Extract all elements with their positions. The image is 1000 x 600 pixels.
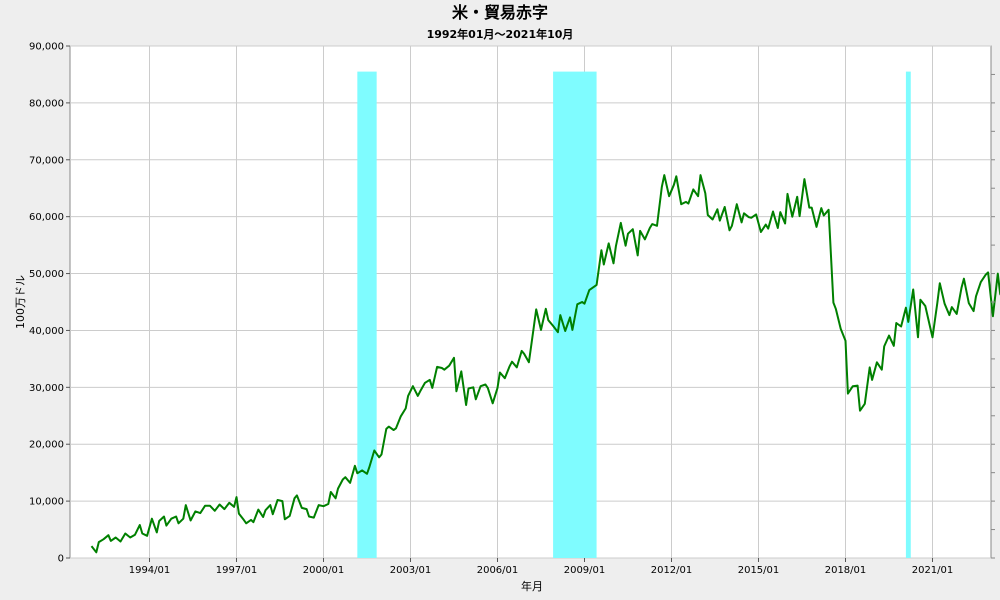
y-tick-label: 70,000 <box>29 155 64 166</box>
y-tick-label: 0 <box>58 554 64 565</box>
series-line-group <box>90 174 1000 554</box>
plot-area <box>69 45 992 559</box>
x-tick-label: 2012/01 <box>651 565 693 576</box>
y-tick-label: 30,000 <box>29 383 64 394</box>
x-tick-label: 2021/01 <box>912 565 954 576</box>
x-tick-label: 2006/01 <box>477 565 519 576</box>
y-tick-label: 10,000 <box>29 497 64 508</box>
x-tick-label: 1997/01 <box>216 565 258 576</box>
recession-band <box>905 71 911 558</box>
series-line <box>90 174 1000 554</box>
y-tick-label: 90,000 <box>29 42 64 53</box>
x-tick-label: 2009/01 <box>564 565 606 576</box>
y-tick-label: 40,000 <box>29 326 64 337</box>
chart-title: 米・貿易赤字 <box>452 3 548 22</box>
x-tick-label: 2003/01 <box>390 565 432 576</box>
y-tick-label: 80,000 <box>29 98 64 109</box>
y-tick-label: 20,000 <box>29 440 64 451</box>
x-tick-label: 2015/01 <box>738 565 780 576</box>
y-tick-label: 60,000 <box>29 212 64 223</box>
x-tick-label: 2018/01 <box>825 565 867 576</box>
y-axis-ticks: 0 10,000 20,000 30,000 40,000 50,000 60,000 70,… <box>29 42 995 565</box>
y-tick-label: 50,000 <box>29 269 64 280</box>
y-axis-label: 100万ドル <box>14 275 27 329</box>
x-tick-label: 1994/01 <box>129 565 171 576</box>
chart-subtitle: 1992年01月～2021年10月 <box>427 27 574 41</box>
x-axis-label: 年月 <box>521 579 543 593</box>
recession-band <box>357 71 377 558</box>
grid-lines <box>70 45 991 559</box>
x-tick-label: 2000/01 <box>303 565 345 576</box>
x-axis-ticks: 1994/01 1997/01 2000/01 2003/01 2006/01 2009/… <box>129 558 954 576</box>
